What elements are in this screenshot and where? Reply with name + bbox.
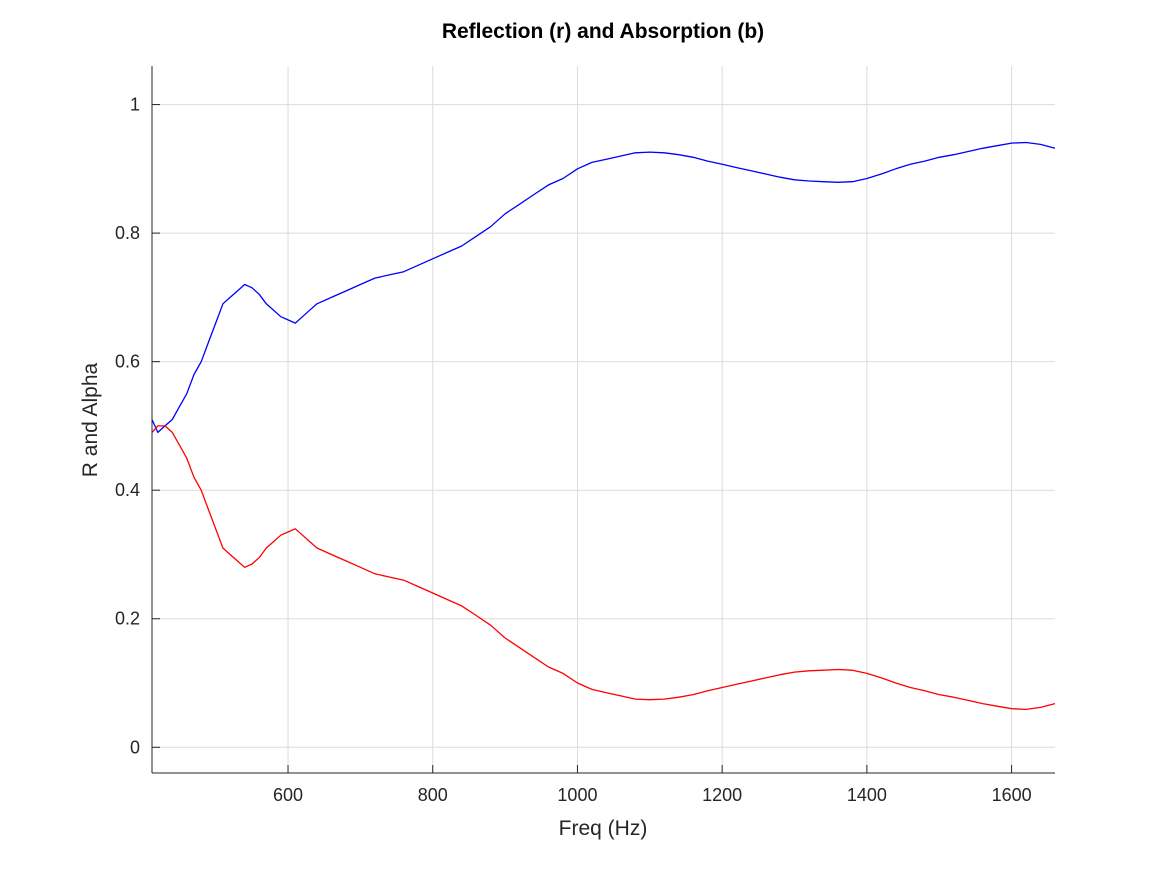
x-tick-label: 800 xyxy=(418,785,448,805)
y-tick-label: 0.6 xyxy=(115,352,140,372)
absorption-series-line xyxy=(151,141,1056,434)
chart-title: Reflection (r) and Absorption (b) xyxy=(442,20,764,43)
y-tick-label: 0.2 xyxy=(115,609,140,629)
x-tick-label: 1000 xyxy=(557,785,597,805)
x-tick-label: 1200 xyxy=(702,785,742,805)
series-layer xyxy=(151,141,1056,711)
tick-labels: 600 800 1000 1200 1400 1600 0 0.2 0.4 0.6 0.8 1 xyxy=(115,95,1032,805)
x-tick-label: 1600 xyxy=(992,785,1032,805)
axes xyxy=(151,66,1055,774)
x-axis-label: Freq (Hz) xyxy=(559,817,648,840)
y-tick-label: 1 xyxy=(130,95,140,115)
x-tick-label: 1400 xyxy=(847,785,887,805)
y-tick-label: 0 xyxy=(130,737,140,757)
y-tick-label: 0.4 xyxy=(115,480,140,500)
reflection-series-line xyxy=(151,425,1056,711)
x-tick-label: 600 xyxy=(273,785,303,805)
y-axis-label: R and Alpha xyxy=(79,362,102,477)
y-tick-label: 0.8 xyxy=(115,223,140,243)
grid xyxy=(152,66,1055,773)
